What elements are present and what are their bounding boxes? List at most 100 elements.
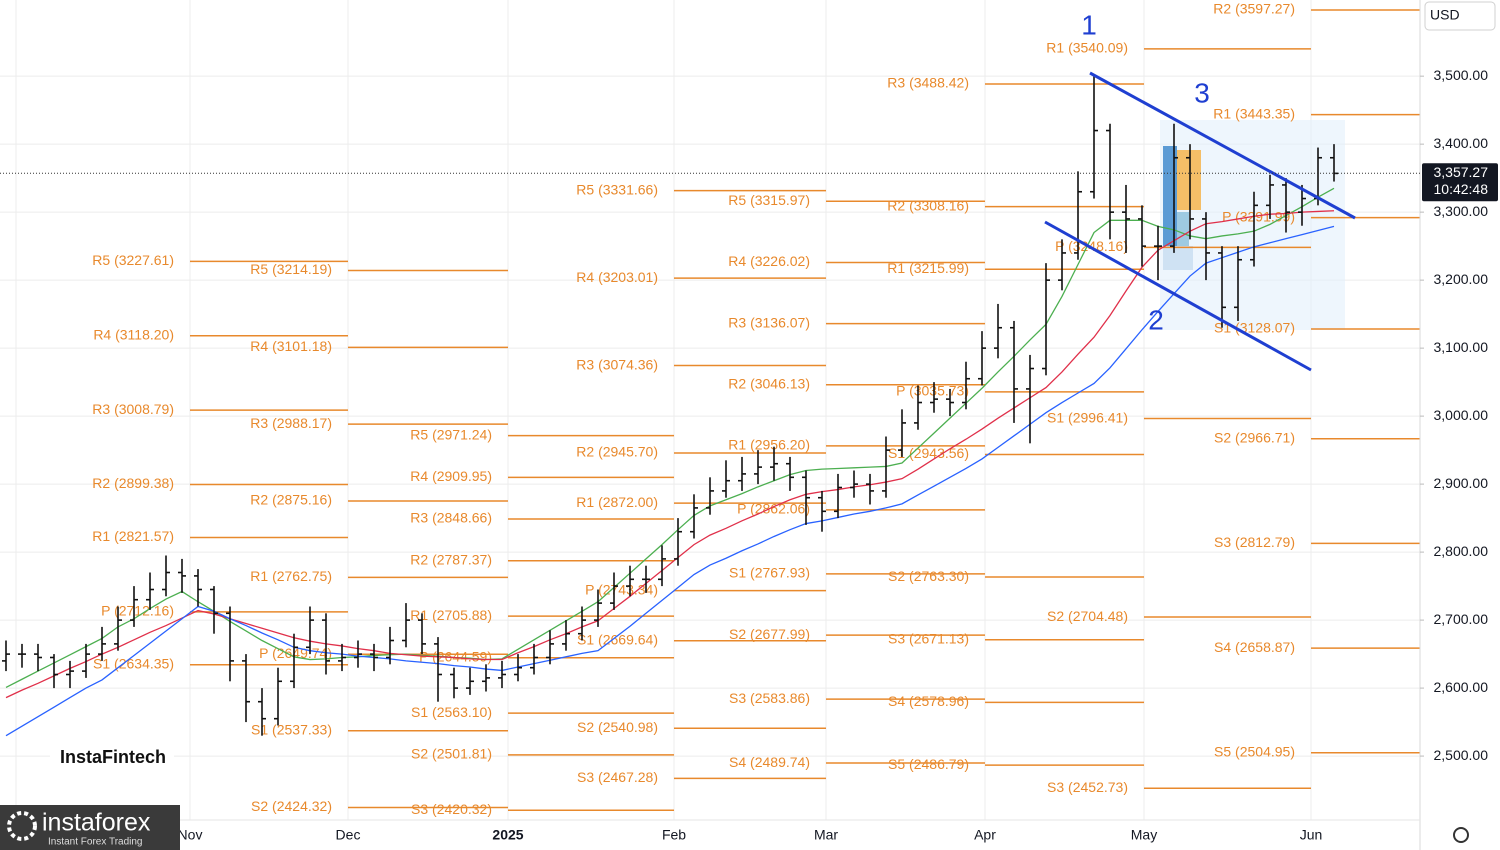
volume-bar [1163,146,1177,246]
currency-button[interactable] [1424,1,1496,31]
pivot-label: R3 (3488.42) [887,75,969,91]
pivot-label: R4 (3101.18) [250,338,332,354]
pivot-label: S1 (2537.33) [251,721,332,737]
pivot-label: R3 (3074.36) [576,356,658,372]
pivot-label: S2 (2763.30) [888,568,969,584]
pivot-label: S4 (2658.87) [1214,639,1295,655]
pivot-label: R2 (3046.13) [728,375,810,391]
pivot-label: S2 (2424.32) [251,798,332,814]
pivot-label: S1 (2563.10) [411,704,492,720]
price-bars [2,76,1338,736]
moving-average [5,187,1335,688]
wave-label: 3 [1194,77,1210,108]
y-tick-label: 3,500.00 [1434,67,1489,83]
chart-logo: InstaFintech [60,747,166,767]
pivot-label: R1 (3443.35) [1213,105,1295,121]
pivot-label: R1 (2821.57) [92,528,174,544]
wave-label: 1 [1081,9,1097,40]
pivot-label: R1 (2762.75) [250,568,332,584]
y-tick-label: 3,400.00 [1434,135,1489,151]
last-price-box [1422,163,1498,202]
x-tick-label: Mar [814,827,838,843]
pivot-label: S1 (3128.07) [1214,320,1295,336]
pivot-label: R4 (3226.02) [728,253,810,269]
trend-line [1089,71,1356,220]
pivot-label: S3 (2583.86) [729,690,810,706]
pivot-label: R2 (2787.37) [410,551,492,567]
pivot-label: S3 (2452.73) [1047,779,1128,795]
clock: 10:42:48 [1434,181,1489,197]
y-tick-label: 2,600.00 [1434,679,1489,695]
pivot-label: S1 (2767.93) [729,565,810,581]
pivot-label: S1 (2634.35) [93,655,174,671]
x-tick-label: May [1131,827,1157,843]
x-tick-label: 2025 [492,827,523,843]
site-logo: instaforex [42,809,151,837]
price-axis [1420,0,1500,850]
pivot-label: R5 (3214.19) [250,261,332,277]
volume-bar [1163,246,1193,270]
pivot-label: S4 (2489.74) [729,754,810,770]
currency[interactable]: USD [1430,7,1460,23]
trend-lines [1044,71,1356,372]
pivot-label: R5 (2971.24) [410,426,492,442]
pivot-label: R2 (2899.38) [92,475,174,491]
site-logo-icon [7,811,37,841]
pivot-label: P (3035.73) [896,383,969,399]
x-tick-label: Nov [178,827,203,843]
wave-label: 2 [1148,304,1164,335]
pivot-label: S2 (2677.99) [729,626,810,642]
last-price: 3,357.27 [1434,164,1489,180]
pivot-label: R3 (3136.07) [728,314,810,330]
settings-button[interactable] [1453,827,1469,843]
x-axis: Nov Dec 2025 Feb Mar Apr May Jun [178,827,1323,843]
pivots: R5 (3227.61) R4 (3118.20) R3 (3008.79) R2 (… [92,1,1420,817]
pivot-label: P (2862.06) [737,501,810,517]
pivot-label: R5 (3315.97) [728,192,810,208]
pivot-label: S2 (2704.48) [1047,608,1128,624]
volume-bar [1177,212,1189,252]
pivot-label: S1 (2669.64) [577,631,658,647]
pivot-label: S3 (2420.32) [411,801,492,817]
pivot-label: R4 (3203.01) [576,269,658,285]
y-tick-label: 2,500.00 [1434,747,1489,763]
pivot-label: S1 (2943.56) [888,445,969,461]
y-tick-label: 3,100.00 [1434,339,1489,355]
pivot-label: S2 (2966.71) [1214,429,1295,445]
moving-average [5,225,1335,737]
pivot-label: S1 (2996.41) [1047,409,1128,425]
logo-box [50,738,174,778]
pivot-label: R2 (3308.16) [887,197,969,213]
y-tick-label: 3,200.00 [1434,271,1489,287]
pivot-label: R2 (2875.16) [250,492,332,508]
pivot-label: R3 (2988.17) [250,415,332,431]
x-tick-label: Apr [974,827,996,843]
y-axis: 2,500.00 2,600.00 2,700.00 2,800.00 2,900.00… [1420,67,1488,763]
x-tick-label: Feb [662,827,686,843]
y-tick-label: 3,000.00 [1434,407,1489,423]
pivot-label: S3 (2812.79) [1214,534,1295,550]
site-logo-box [0,805,180,850]
pivot-label: R4 (2909.95) [410,468,492,484]
pivot-label: P (2743.34) [585,581,658,597]
pivot-label: R1 (2956.20) [728,437,810,453]
pivot-label: R3 (3008.79) [92,401,174,417]
pivot-label: S4 (2578.96) [888,693,969,709]
pivot-label: R1 (3540.09) [1046,40,1128,56]
pivot-label: S3 (2467.28) [577,769,658,785]
x-tick-label: Dec [336,827,361,843]
pivot-label: S2 (2501.81) [411,746,492,762]
x-tick-label: Jun [1300,827,1323,843]
moving-averages [5,187,1335,737]
pivot-label: R5 (3331.66) [576,181,658,197]
trend-line [1044,220,1312,372]
pivot-label: R1 (2872.00) [576,494,658,510]
pivot-label: S5 (2504.95) [1214,743,1295,759]
pivot-label: S2 (2540.98) [577,719,658,735]
pivot-label: S5 (2486.79) [888,756,969,772]
pivot-label: R1 (2705.88) [410,607,492,623]
pivot-label: R5 (3227.61) [92,252,174,268]
pivot-label: P (2712.16) [101,603,174,619]
